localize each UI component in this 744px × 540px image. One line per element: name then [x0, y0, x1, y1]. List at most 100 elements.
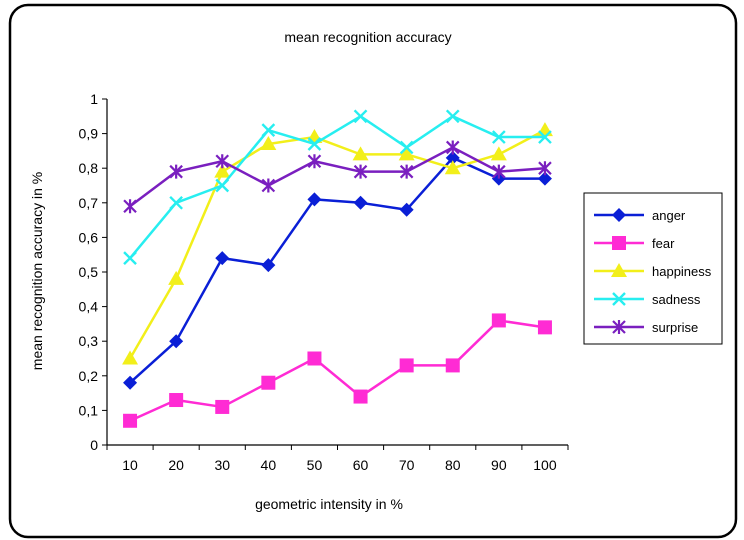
legend-box	[583, 192, 723, 345]
sadness-point	[307, 137, 322, 151]
sadness-point	[399, 140, 414, 155]
sadness-point	[169, 195, 183, 210]
fear-line	[129, 319, 546, 422]
y-tick-label: 0,4	[79, 299, 99, 315]
x-tick-label: 80	[445, 457, 461, 473]
legend-item-anger: anger	[594, 208, 686, 223]
legend-swatch-marker	[612, 320, 626, 334]
legend-label: sadness	[652, 292, 701, 307]
y-tick-label: 0,1	[79, 402, 99, 418]
fear-point	[445, 358, 460, 373]
legend-item-surprise: surprise	[594, 320, 698, 335]
y-tick-label: 0	[90, 437, 98, 453]
anger-point	[215, 251, 230, 266]
sadness-point	[538, 130, 552, 144]
legend-swatch-marker	[611, 263, 627, 277]
surprise-point	[261, 178, 276, 193]
sadness-point	[353, 109, 368, 124]
surprise-point	[353, 164, 368, 179]
y-tick-label: 1	[90, 91, 98, 107]
sadness-point	[445, 109, 460, 124]
series-layer	[122, 109, 553, 428]
x-tick-label: 90	[491, 457, 507, 473]
fear-point	[307, 351, 322, 366]
surprise-point	[307, 154, 322, 169]
anger-point	[537, 171, 552, 186]
sadness-line	[129, 115, 545, 259]
x-axis-label: geometric intensity in %	[255, 496, 403, 512]
happiness-point	[444, 160, 461, 175]
surprise-point	[492, 164, 506, 179]
surprise-point	[123, 199, 137, 214]
series-fear	[123, 313, 552, 428]
fear-point	[215, 399, 230, 414]
y-tick-label: 0,5	[79, 264, 99, 280]
y-tick-label: 0,2	[79, 368, 99, 384]
y-tick-label: 0,3	[79, 333, 99, 349]
anger-point	[169, 334, 184, 349]
surprise-line	[129, 146, 546, 208]
happiness-point	[352, 146, 369, 161]
legend-item-happiness: happiness	[594, 263, 712, 279]
x-tick-label: 60	[353, 457, 369, 473]
surprise-point	[399, 164, 414, 179]
fear-point	[169, 393, 184, 408]
fear-point	[123, 413, 138, 428]
legend-label: surprise	[652, 320, 698, 335]
legend: anger fear happiness sadness surprise	[594, 208, 712, 335]
happiness-point	[260, 135, 277, 150]
happiness-line	[128, 129, 546, 360]
happiness-point	[214, 163, 231, 178]
anger-point	[261, 258, 276, 273]
y-tick-label: 0,7	[79, 195, 99, 211]
series-sadness	[123, 109, 552, 266]
fear-point	[353, 389, 368, 404]
anger-point	[399, 202, 414, 217]
anger-point	[307, 192, 322, 207]
anger-point	[123, 375, 138, 390]
happiness-point	[490, 146, 507, 161]
y-tick-label: 0,9	[79, 126, 99, 142]
legend-label: anger	[652, 208, 686, 223]
anger-line	[129, 156, 545, 384]
series-surprise	[123, 140, 552, 214]
sadness-point	[215, 178, 230, 193]
happiness-point	[168, 270, 185, 285]
fear-point	[399, 358, 414, 373]
legend-swatch-marker	[612, 208, 626, 222]
legend-label: happiness	[652, 264, 712, 279]
fear-point	[537, 320, 552, 335]
x-tick-label: 50	[307, 457, 323, 473]
anger-point	[353, 195, 368, 210]
surprise-point	[445, 140, 460, 155]
x-tick-label: 100	[533, 457, 557, 473]
happiness-point	[398, 146, 415, 161]
y-tick-label: 0,8	[79, 160, 99, 176]
x-tick-label: 10	[122, 457, 138, 473]
sadness-point	[492, 130, 506, 144]
x-tick-label: 20	[168, 457, 184, 473]
legend-item-fear: fear	[594, 236, 675, 251]
x-tick-label: 40	[261, 457, 277, 473]
legend-swatch-marker	[612, 236, 626, 250]
chart-border	[8, 3, 738, 539]
x-tick-label: 30	[214, 457, 230, 473]
surprise-point	[215, 154, 230, 169]
axes: 0 0,1 0,2 0,3 0,4 0,5 0,6 0,7 0,8 0,9 1 10 20 30 40 50 6…	[79, 91, 569, 473]
fear-point	[491, 313, 506, 328]
y-tick-label: 0,6	[79, 229, 99, 245]
fear-point	[261, 375, 276, 390]
legend-label: fear	[652, 236, 675, 251]
legend-item-sadness: sadness	[594, 292, 701, 307]
y-axis-label: mean recognition accuracy in %	[29, 172, 45, 370]
chart-title: mean recognition accuracy	[284, 29, 451, 45]
surprise-point	[169, 164, 183, 179]
surprise-point	[538, 161, 552, 176]
sadness-point	[261, 123, 276, 137]
legend-swatch-marker	[612, 292, 626, 306]
happiness-point	[122, 350, 139, 365]
sadness-point	[123, 251, 137, 266]
x-tick-label: 70	[399, 457, 415, 473]
anger-point	[445, 150, 460, 165]
